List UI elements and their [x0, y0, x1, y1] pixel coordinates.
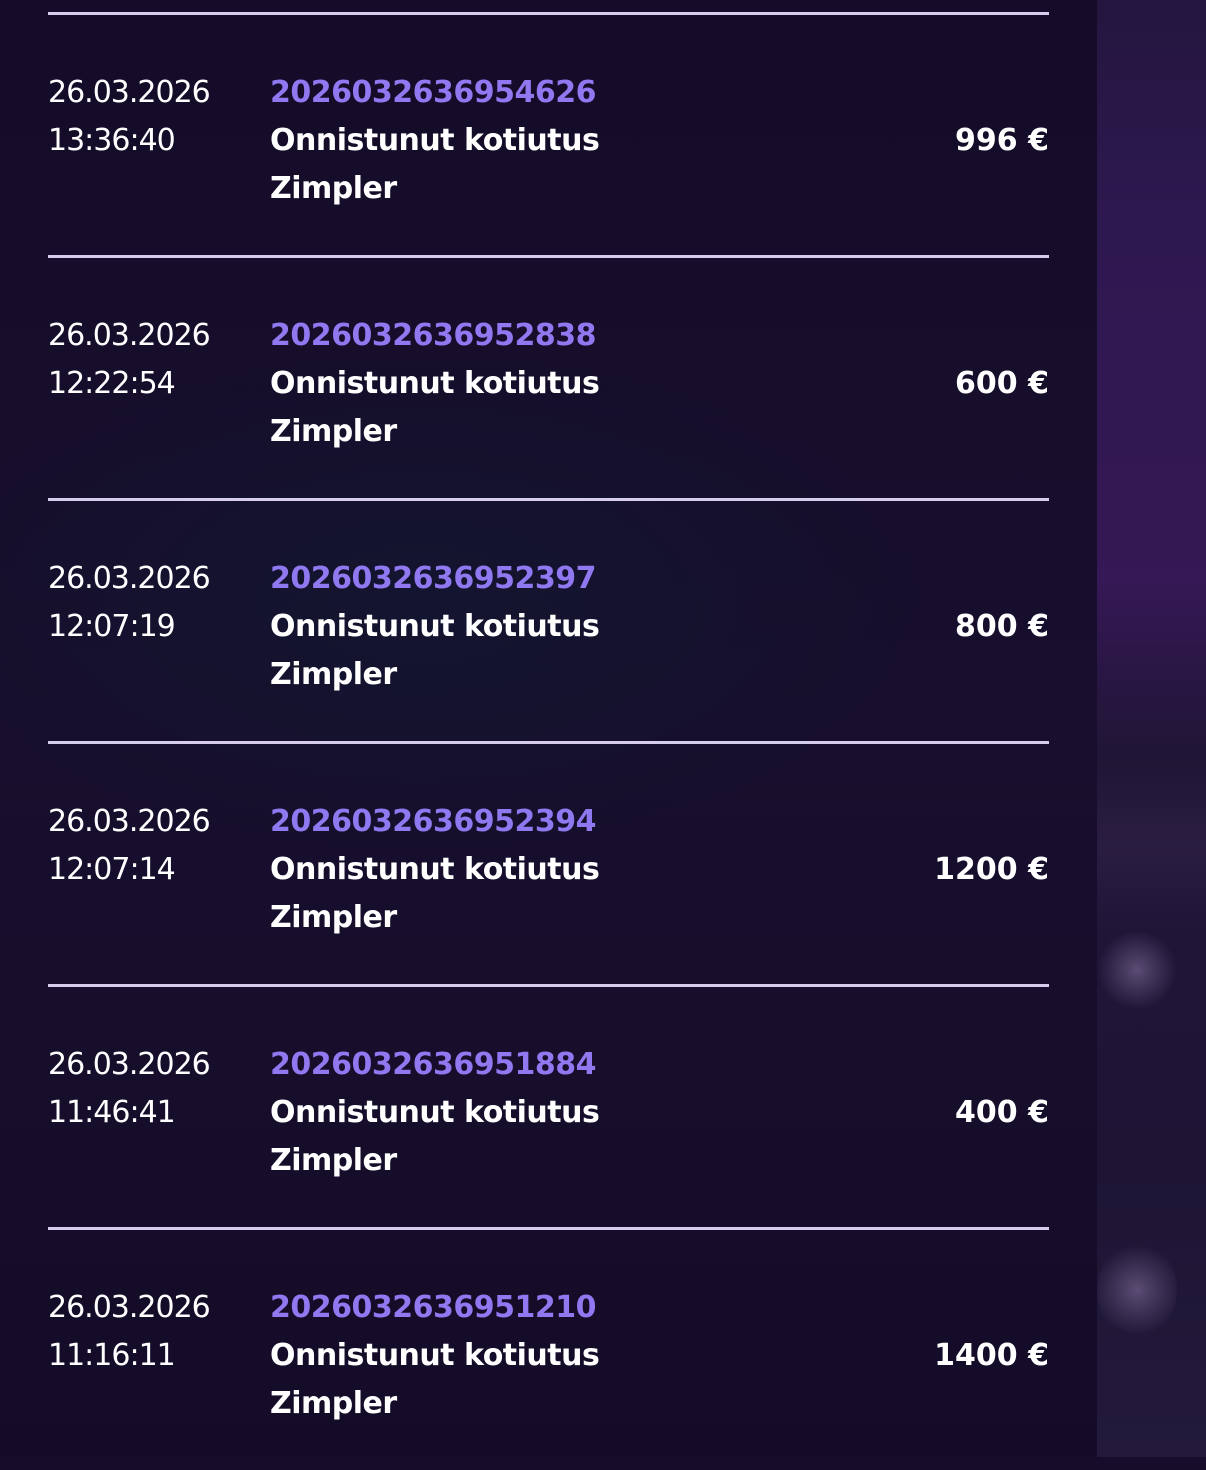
transaction-method: Zimpler	[270, 414, 397, 449]
transaction-time: 12:22:54	[48, 366, 176, 401]
transaction-datetime: 26.03.2026 12:07:19	[48, 555, 211, 651]
transaction-amount: 600 €	[955, 366, 1049, 401]
transaction-date: 26.03.2026	[48, 561, 211, 596]
transaction-time: 12:07:19	[48, 609, 176, 644]
transaction-amount: 800 €	[955, 609, 1049, 644]
transaction-status: Onnistunut kotiutus	[270, 852, 600, 887]
transaction-id-link[interactable]: 2026032636952838	[270, 318, 596, 353]
transaction-details: 2026032636951210 Onnistunut kotiutus Zim…	[270, 1284, 600, 1428]
transaction-row: 26.03.2026 11:46:41 2026032636951884 Onn…	[48, 984, 1049, 1227]
transaction-method: Zimpler	[270, 171, 397, 206]
transaction-id-link[interactable]: 2026032636952397	[270, 561, 596, 596]
transaction-time: 11:16:11	[48, 1338, 176, 1373]
transaction-amount: 1400 €	[934, 1338, 1049, 1373]
transaction-date: 26.03.2026	[48, 318, 211, 353]
transaction-datetime: 26.03.2026 11:46:41	[48, 1041, 211, 1137]
transaction-amount: 996 €	[955, 123, 1049, 158]
transaction-status: Onnistunut kotiutus	[270, 1095, 600, 1130]
transaction-amount: 400 €	[955, 1095, 1049, 1130]
transaction-row: 26.03.2026 12:07:19 2026032636952397 Onn…	[48, 498, 1049, 741]
transaction-method: Zimpler	[270, 900, 397, 935]
transaction-status: Onnistunut kotiutus	[270, 609, 600, 644]
transaction-datetime: 26.03.2026 12:22:54	[48, 312, 211, 408]
transaction-time: 11:46:41	[48, 1095, 176, 1130]
transaction-row: 26.03.2026 13:36:40 2026032636954626 Onn…	[48, 12, 1049, 255]
transaction-row: 26.03.2026 12:07:14 2026032636952394 Onn…	[48, 741, 1049, 984]
transaction-id-link[interactable]: 2026032636951884	[270, 1047, 596, 1082]
transaction-datetime: 26.03.2026 13:36:40	[48, 69, 211, 165]
transaction-amount: 1200 €	[934, 852, 1049, 887]
transaction-time: 13:36:40	[48, 123, 176, 158]
transaction-date: 26.03.2026	[48, 1047, 211, 1082]
transaction-date: 26.03.2026	[48, 1290, 211, 1325]
transaction-status: Onnistunut kotiutus	[270, 1338, 600, 1373]
transaction-method: Zimpler	[270, 1143, 397, 1178]
transaction-datetime: 26.03.2026 12:07:14	[48, 798, 211, 894]
transaction-details: 2026032636951884 Onnistunut kotiutus Zim…	[270, 1041, 600, 1185]
transaction-id-link[interactable]: 2026032636952394	[270, 804, 596, 839]
decorative-blur	[1097, 1240, 1177, 1340]
transaction-panel	[0, 0, 1097, 1457]
transaction-time: 12:07:14	[48, 852, 176, 887]
transaction-details: 2026032636954626 Onnistunut kotiutus Zim…	[270, 69, 600, 213]
transaction-datetime: 26.03.2026 11:16:11	[48, 1284, 211, 1380]
transaction-row: 26.03.2026 11:16:11 2026032636951210 Onn…	[48, 1227, 1049, 1470]
transaction-id-link[interactable]: 2026032636954626	[270, 75, 596, 110]
transaction-date: 26.03.2026	[48, 804, 211, 839]
transaction-id-link[interactable]: 2026032636951210	[270, 1290, 596, 1325]
transaction-method: Zimpler	[270, 657, 397, 692]
transaction-details: 2026032636952397 Onnistunut kotiutus Zim…	[270, 555, 600, 699]
transaction-details: 2026032636952838 Onnistunut kotiutus Zim…	[270, 312, 600, 456]
transaction-status: Onnistunut kotiutus	[270, 123, 600, 158]
transaction-date: 26.03.2026	[48, 75, 211, 110]
transaction-status: Onnistunut kotiutus	[270, 366, 600, 401]
transaction-details: 2026032636952394 Onnistunut kotiutus Zim…	[270, 798, 600, 942]
background-side-panel	[1097, 0, 1206, 1457]
transaction-list: 26.03.2026 13:36:40 2026032636954626 Onn…	[48, 12, 1049, 1470]
transaction-method: Zimpler	[270, 1386, 397, 1421]
transaction-row: 26.03.2026 12:22:54 2026032636952838 Onn…	[48, 255, 1049, 498]
decorative-blur	[1097, 930, 1177, 1010]
